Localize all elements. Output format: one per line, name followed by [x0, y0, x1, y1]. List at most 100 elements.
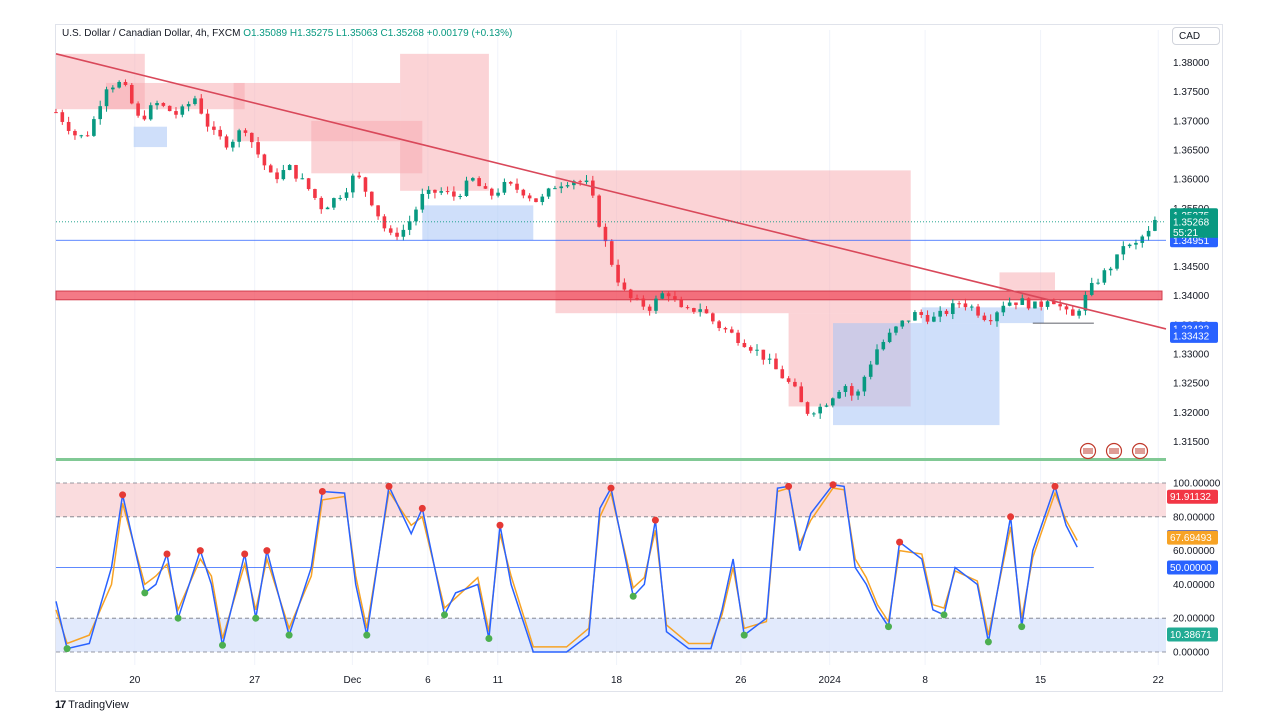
- candle-body: [483, 186, 488, 189]
- stoch-tag-label: 91.91132: [1170, 492, 1211, 503]
- candle-body: [591, 180, 595, 196]
- time-tick-label: 15: [1035, 675, 1047, 686]
- time-tick-label: Dec: [343, 675, 361, 686]
- candle-body: [793, 381, 797, 387]
- candle-body: [868, 364, 873, 377]
- sell-signal-dot: [651, 516, 659, 524]
- candle-body: [1127, 244, 1132, 247]
- candle-body: [976, 306, 980, 316]
- candle-body: [155, 103, 159, 106]
- candle-body: [287, 165, 292, 171]
- candle-body: [546, 188, 551, 197]
- sell-signal-dot: [241, 550, 249, 558]
- candle-body: [805, 402, 810, 414]
- candle-body: [1140, 236, 1145, 243]
- candle-body: [982, 315, 987, 321]
- candle-body: [679, 299, 684, 308]
- price-tag-label: 1.34951: [1173, 236, 1210, 247]
- price-tick-label: 1.33000: [1173, 350, 1210, 361]
- candle-body: [313, 189, 317, 198]
- candle-body: [856, 391, 860, 396]
- candle-body: [256, 142, 260, 155]
- candle-body: [1058, 304, 1062, 307]
- time-tick-label: 18: [611, 675, 623, 686]
- supply-zone: [105, 82, 245, 110]
- currency-button[interactable]: CAD: [1172, 27, 1220, 45]
- time-tick-label: 22: [1153, 675, 1165, 686]
- candle-body: [906, 320, 911, 322]
- candle-body: [685, 307, 690, 309]
- sell-signal-dot: [263, 547, 271, 555]
- candle-body: [205, 113, 210, 127]
- candle-body: [439, 191, 444, 193]
- candle-body: [212, 126, 216, 130]
- candle-body: [471, 178, 475, 181]
- buy-signal-dot: [252, 614, 260, 622]
- candle-body: [1064, 306, 1069, 310]
- candle-body: [849, 386, 854, 396]
- candle-body: [294, 165, 298, 179]
- buy-signal-dot: [485, 634, 493, 642]
- candle-body: [60, 112, 65, 122]
- candle-body: [951, 303, 955, 314]
- candle-body: [666, 293, 671, 297]
- candle-body: [995, 312, 999, 322]
- candle-body: [944, 310, 949, 314]
- price-tick-label: 1.32000: [1173, 408, 1210, 419]
- candle-body: [900, 320, 905, 327]
- candle-body: [452, 191, 456, 197]
- time-tick-label: 8: [922, 675, 928, 686]
- candle-body: [824, 405, 829, 407]
- stoch-tick-label: 20.00000: [1173, 614, 1215, 625]
- sell-signal-dot: [1051, 482, 1059, 490]
- symbol-title: U.S. Dollar / Canadian Dollar, 4h, FXCM: [62, 28, 241, 39]
- candle-body: [180, 106, 185, 115]
- candle-body: [597, 195, 601, 227]
- candle-body: [111, 87, 115, 90]
- stoch-tick-label: 60.00000: [1173, 546, 1215, 557]
- ohlc-readout: O1.35089 H1.35275 L1.35063 C1.35268 +0.0…: [243, 28, 513, 39]
- candle-body: [414, 209, 418, 222]
- candle-body: [748, 347, 753, 351]
- sell-signal-dot: [829, 481, 837, 489]
- candle-body: [66, 121, 71, 131]
- chart-header: U.S. Dollar / Canadian Dollar, 4h, FXCM …: [62, 28, 512, 39]
- candle-body: [1007, 302, 1012, 306]
- candle-body: [780, 369, 785, 379]
- candle-body: [881, 341, 886, 350]
- candle-body: [369, 191, 374, 206]
- stoch-tag: [1167, 530, 1218, 545]
- price-tick-label: 1.31500: [1173, 437, 1210, 448]
- stoch-tick-label: 40.00000: [1173, 580, 1215, 591]
- candle-body: [477, 178, 481, 187]
- candle-body: [609, 241, 614, 265]
- candle-body: [559, 186, 564, 189]
- candle-body: [1020, 298, 1025, 305]
- stoch-tick-label: 80.00000: [1173, 512, 1215, 523]
- candle-body: [319, 197, 324, 210]
- candle-body: [938, 310, 942, 317]
- stoch-tag: [1167, 489, 1218, 504]
- candle-body: [407, 221, 412, 230]
- tradingview-logo-icon: 17: [55, 699, 66, 711]
- trendline: [55, 53, 1167, 330]
- candle-body: [325, 207, 330, 210]
- events-layer[interactable]: [1079, 442, 1149, 460]
- candle-body: [193, 98, 197, 105]
- candle-body: [338, 197, 342, 199]
- sell-signal-dot: [785, 482, 793, 490]
- buy-signal-dot: [63, 645, 71, 653]
- candle-body: [894, 326, 898, 333]
- sell-signal-dot: [1007, 513, 1015, 521]
- candle-body: [641, 298, 646, 307]
- stoch-series-stoch_k: [55, 483, 1078, 653]
- tradingview-logo[interactable]: 17 TradingView: [55, 699, 129, 711]
- candle-body: [774, 358, 778, 370]
- candle-body: [818, 406, 822, 414]
- supply-zone: [555, 170, 911, 314]
- candle-body: [635, 298, 639, 300]
- candle-body: [660, 293, 665, 299]
- candle-body: [692, 308, 696, 312]
- candle-body: [723, 328, 728, 330]
